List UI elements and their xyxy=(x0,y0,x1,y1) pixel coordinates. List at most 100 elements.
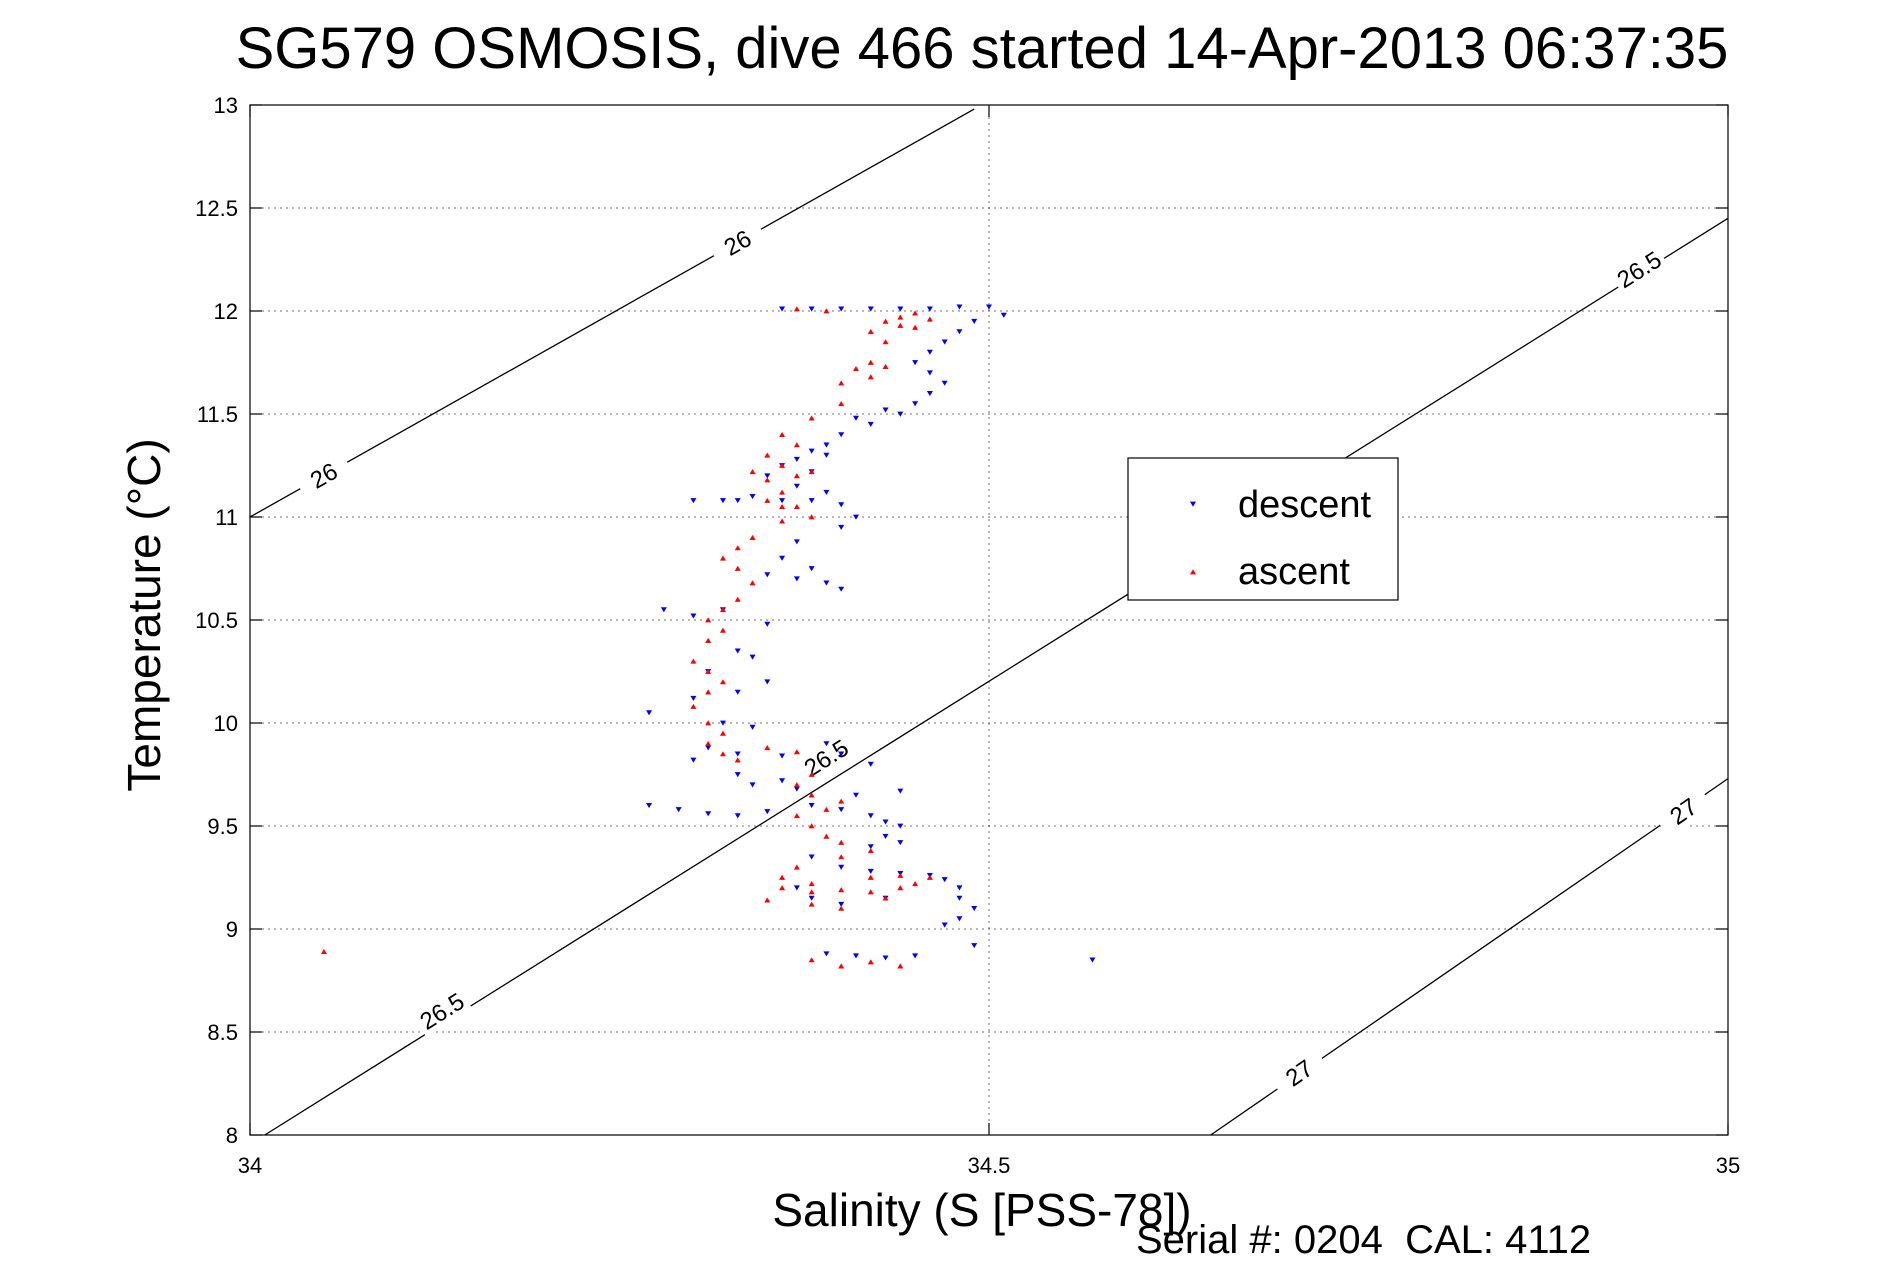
serial-cal-footer: Serial #: 0204 CAL: 4112 xyxy=(1136,1218,1591,1262)
y-tick-label: 8 xyxy=(226,1123,238,1148)
descent-point xyxy=(734,689,741,695)
descent-point xyxy=(646,803,653,809)
legend-label-descent: descent xyxy=(1238,484,1372,526)
y-tick-label: 9.5 xyxy=(207,814,238,839)
ascent-point xyxy=(897,322,904,328)
descent-point xyxy=(838,502,845,508)
descent-point xyxy=(779,555,786,561)
descent-point xyxy=(912,953,919,959)
descent-point xyxy=(779,753,786,759)
descent-point xyxy=(823,489,830,495)
ascent-point xyxy=(926,316,933,322)
ascent-point xyxy=(719,607,726,613)
legend-label-ascent: ascent xyxy=(1238,551,1350,593)
ascent-point xyxy=(793,504,800,510)
descent-point xyxy=(956,895,963,901)
descent-point xyxy=(926,349,933,355)
descent-point xyxy=(719,498,726,504)
descent-point xyxy=(971,943,978,949)
descent-point xyxy=(705,811,712,817)
descent-point xyxy=(764,809,771,815)
contour-label-gap xyxy=(707,217,769,269)
ascent-point xyxy=(764,477,771,483)
descent-point xyxy=(986,304,992,310)
ascent-point xyxy=(867,328,874,334)
contour-label-gap xyxy=(1609,243,1670,296)
ascent-point xyxy=(882,339,889,345)
descent-point xyxy=(971,906,978,912)
ascent-point xyxy=(912,324,919,330)
descent-point xyxy=(838,306,845,312)
ascent-point xyxy=(808,901,815,907)
descent-point xyxy=(1089,957,1096,963)
descent-point xyxy=(838,901,845,907)
contour-label-gap xyxy=(1653,784,1714,839)
ascent-point xyxy=(705,720,712,726)
descent-point xyxy=(897,411,904,417)
descent-point xyxy=(867,813,874,819)
descent-point xyxy=(690,498,697,504)
ascent-point xyxy=(690,658,697,664)
ascent-point xyxy=(882,318,889,324)
descent-point xyxy=(882,819,889,825)
y-tick-label: 13 xyxy=(214,93,238,118)
ascent-point xyxy=(867,889,874,895)
ascent-point xyxy=(793,306,800,312)
descent-point xyxy=(897,840,904,846)
descent-point xyxy=(734,813,741,819)
ascent-point xyxy=(719,751,726,757)
descent-point xyxy=(719,720,726,726)
descent-point xyxy=(764,621,771,627)
ascent-point xyxy=(823,308,830,314)
ascent-point xyxy=(734,565,741,571)
ascent-point xyxy=(882,363,889,370)
contour-label-gap xyxy=(293,450,355,502)
ascent-point xyxy=(705,740,712,746)
density-contour-line xyxy=(249,108,975,518)
descent-point xyxy=(956,329,963,335)
descent-point xyxy=(956,304,963,310)
ascent-point xyxy=(897,872,904,878)
descent-point xyxy=(852,514,859,520)
ascent-point xyxy=(779,462,786,468)
ascent-point xyxy=(690,703,697,709)
ascent-point xyxy=(719,627,726,633)
ascent-point xyxy=(838,963,845,969)
descent-point xyxy=(823,951,830,957)
descent-point xyxy=(734,648,741,654)
series-descent xyxy=(646,304,1096,963)
descent-point xyxy=(793,456,800,463)
ascent-point xyxy=(867,848,874,854)
ascent-point xyxy=(926,874,933,880)
ascent-point xyxy=(719,679,726,685)
descent-point xyxy=(823,580,830,586)
x-tick-label: 34 xyxy=(238,1153,262,1178)
descent-point xyxy=(838,432,845,438)
ascent-point xyxy=(808,889,815,895)
ascent-point xyxy=(882,895,889,901)
descent-point xyxy=(941,877,948,883)
ascent-point xyxy=(838,401,845,407)
descent-point xyxy=(690,613,697,619)
descent-point xyxy=(793,885,800,891)
ascent-point xyxy=(808,468,815,475)
descent-point xyxy=(926,391,933,397)
descent-point xyxy=(897,306,904,312)
descent-point xyxy=(823,452,830,458)
ascent-point xyxy=(793,442,800,448)
descent-point xyxy=(734,751,741,757)
descent-point xyxy=(808,306,815,312)
ascent-point xyxy=(793,473,800,479)
descent-point xyxy=(897,823,904,829)
descent-point xyxy=(734,772,741,778)
descent-point xyxy=(793,576,800,582)
ascent-point xyxy=(764,497,771,503)
descent-point xyxy=(749,654,756,660)
descent-point xyxy=(793,483,800,489)
descent-point xyxy=(838,751,845,757)
ascent-point xyxy=(823,833,830,839)
descent-point xyxy=(823,442,830,448)
descent-point xyxy=(941,922,948,928)
descent-point xyxy=(912,401,919,407)
